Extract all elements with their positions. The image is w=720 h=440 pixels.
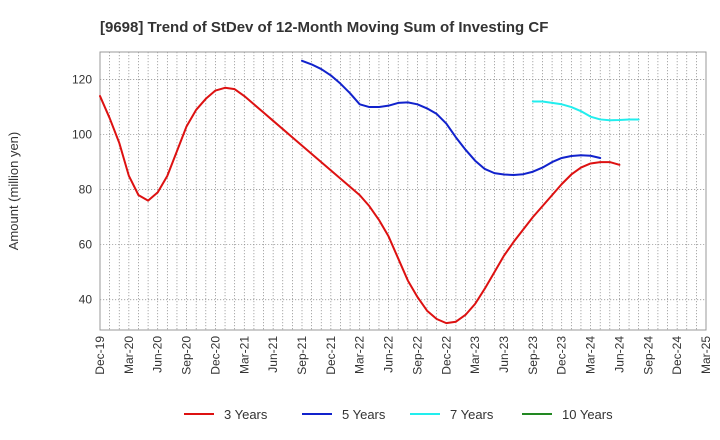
series-line-7-years [531, 100, 640, 122]
x-tick-label: Mar-24 [584, 336, 598, 374]
grid-layer [100, 52, 706, 330]
series-layer [99, 59, 640, 325]
legend-label-3-years: 3 Years [224, 407, 268, 422]
x-tick-label: Sep-21 [295, 336, 309, 375]
x-tick-label: Jun-23 [497, 336, 511, 373]
x-tick-label: Dec-21 [324, 336, 338, 375]
legend-label-7-years: 7 Years [450, 407, 494, 422]
x-tick-label: Mar-20 [122, 336, 136, 374]
y-axis-label: Amount (million yen) [6, 132, 21, 251]
series-line-5-years [301, 59, 602, 177]
chart-title: [9698] Trend of StDev of 12-Month Moving… [100, 19, 548, 36]
y-tick-label: 40 [79, 293, 93, 307]
x-tick-label: Mar-22 [353, 336, 367, 374]
legend: 3 Years 5 Years 7 Years 10 Years [184, 407, 613, 422]
series-line-3-years [99, 86, 621, 325]
legend-label-5-years: 5 Years [342, 407, 386, 422]
y-tick-labels: 40 60 80 100 120 [72, 73, 92, 307]
x-tick-label: Mar-25 [699, 336, 713, 374]
y-tick-label: 60 [79, 238, 93, 252]
x-tick-label: Dec-22 [439, 336, 453, 375]
x-tick-label: Dec-24 [670, 336, 684, 375]
x-tick-labels: Dec-19 Mar-20 Jun-20 Sep-20 Dec-20 Mar-21 Jun-… [93, 336, 713, 375]
x-tick-label: Sep-20 [180, 336, 194, 375]
x-tick-label: Sep-23 [526, 336, 540, 375]
y-tick-label: 120 [72, 73, 92, 87]
x-tick-label: Jun-20 [151, 336, 165, 373]
y-tick-label: 80 [79, 183, 93, 197]
x-tick-label: Dec-20 [208, 336, 222, 375]
x-tick-label: Mar-21 [237, 336, 251, 374]
x-tick-label: Mar-23 [468, 336, 482, 374]
x-tick-label: Sep-22 [410, 336, 424, 375]
x-tick-label: Sep-24 [641, 336, 655, 375]
x-tick-label: Jun-21 [266, 336, 280, 373]
legend-label-10-years: 10 Years [562, 407, 613, 422]
plot-frame [99, 51, 707, 331]
x-tick-label: Dec-23 [555, 336, 569, 375]
x-tick-label: Jun-22 [382, 336, 396, 373]
y-tick-label: 100 [72, 128, 92, 142]
x-tick-label: Jun-24 [612, 336, 626, 373]
x-tick-label: Dec-19 [93, 336, 107, 375]
